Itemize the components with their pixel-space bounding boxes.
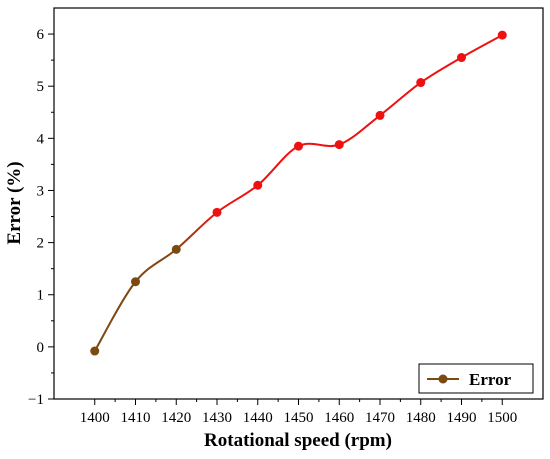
y-tick-label: 0: [37, 340, 45, 356]
y-axis-title: Error (%): [4, 161, 25, 244]
data-point: [171, 244, 181, 254]
x-tick-label: 1410: [121, 410, 151, 426]
y-tick-label: 6: [37, 27, 45, 43]
data-point: [90, 346, 100, 356]
y-tick-label: 5: [37, 79, 45, 95]
x-tick-label: 1460: [324, 410, 354, 426]
y-tick-label: −1: [28, 392, 44, 408]
data-point: [497, 30, 507, 40]
x-tick-label: 1470: [365, 410, 395, 426]
data-point: [212, 207, 222, 217]
data-point: [416, 78, 426, 88]
series-line-error: [93, 34, 503, 352]
data-point: [253, 180, 263, 190]
y-tick-label: 1: [37, 288, 45, 304]
x-axis-title: Rotational speed (rpm): [204, 430, 392, 451]
data-point: [334, 140, 344, 150]
data-point: [457, 53, 466, 63]
data-point: [294, 141, 303, 151]
x-tick-label: 1440: [243, 410, 273, 426]
plot-frame: [53, 7, 544, 400]
x-tick-label: 1450: [284, 410, 314, 426]
y-tick-label: 2: [37, 236, 45, 252]
data-point: [375, 110, 385, 120]
y-tick-label: 3: [37, 183, 45, 199]
y-tick-label: 4: [37, 131, 45, 147]
x-tick-label: 1420: [161, 410, 191, 426]
x-tick-label: 1400: [80, 410, 110, 426]
x-tick-label: 1480: [406, 410, 436, 426]
x-tick-label: 1490: [447, 410, 477, 426]
x-tick-label: 1430: [202, 410, 232, 426]
x-tick-label: 1500: [487, 410, 517, 426]
legend: Error: [418, 363, 534, 394]
legend-label: Error: [469, 370, 512, 389]
legend-marker: [438, 374, 448, 384]
data-point: [131, 277, 140, 287]
